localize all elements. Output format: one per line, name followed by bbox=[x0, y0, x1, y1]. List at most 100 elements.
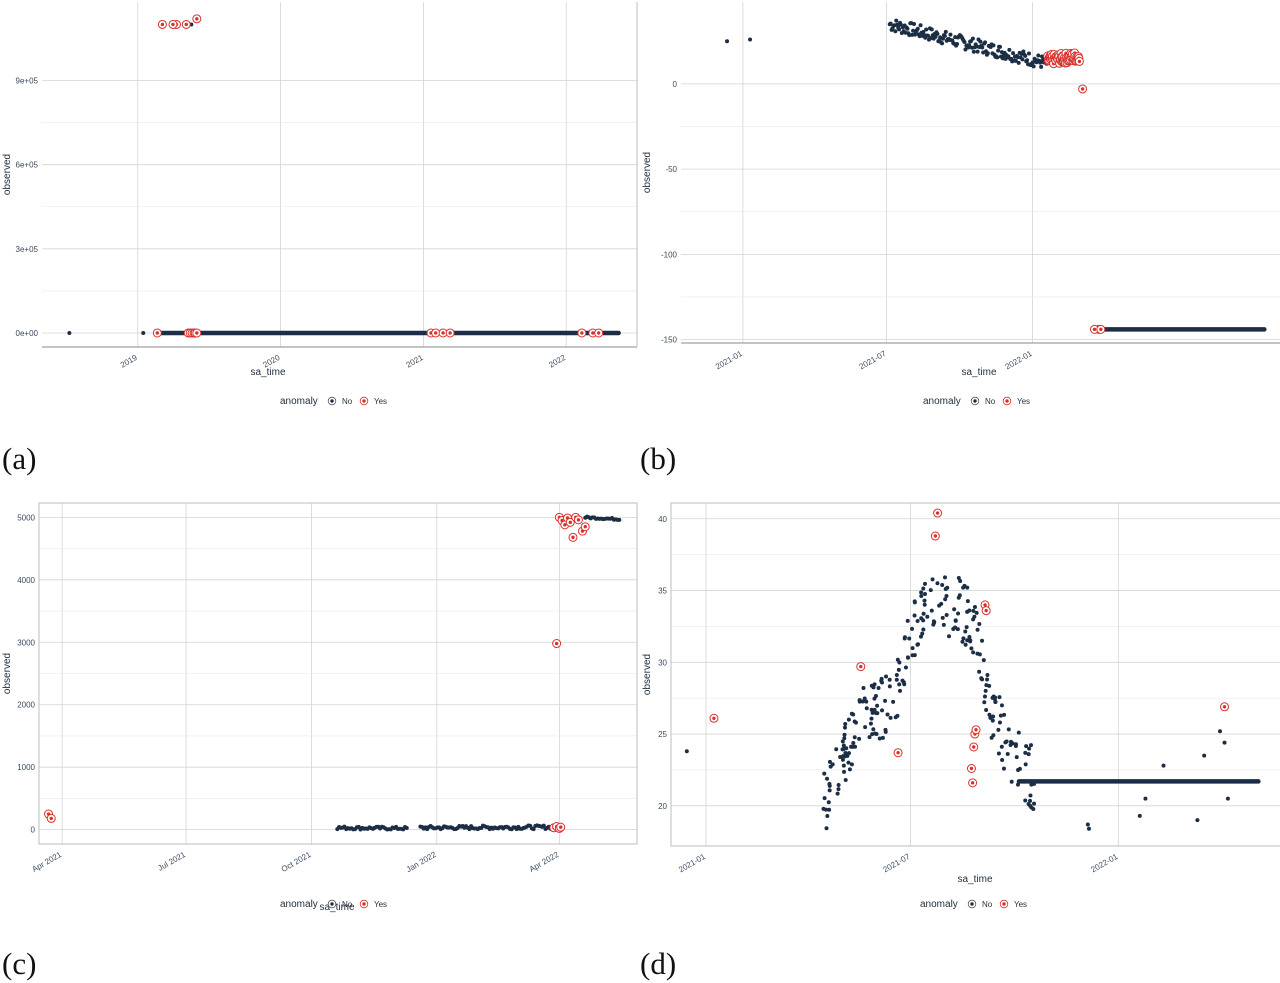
point-normal bbox=[991, 43, 996, 48]
legend-label: No bbox=[342, 900, 353, 909]
point-normal bbox=[883, 698, 888, 703]
legend-key-no-dot bbox=[970, 902, 974, 906]
point-normal bbox=[1039, 64, 1044, 69]
point-normal bbox=[1026, 752, 1031, 757]
x-axis-title: sa_time bbox=[961, 367, 996, 378]
point-normal bbox=[827, 781, 832, 786]
point-normal bbox=[1023, 762, 1028, 767]
point-normal bbox=[851, 740, 856, 745]
point-normal bbox=[971, 650, 976, 655]
point-normal bbox=[919, 590, 924, 595]
point-normal bbox=[972, 614, 977, 619]
point-normal bbox=[873, 694, 878, 699]
legend-label: Yes bbox=[1017, 397, 1030, 406]
point-normal bbox=[843, 722, 848, 727]
point-normal bbox=[1007, 47, 1012, 52]
point-normal bbox=[879, 676, 884, 681]
panel-label-b: (b) bbox=[640, 441, 677, 476]
x-tick-label: Apr 2021 bbox=[31, 850, 64, 874]
point-normal bbox=[974, 610, 979, 615]
point-normal bbox=[903, 665, 908, 670]
point-normal bbox=[942, 575, 947, 580]
point-normal bbox=[841, 754, 846, 759]
point-normal bbox=[836, 787, 841, 792]
point-normal bbox=[943, 597, 948, 602]
point-normal bbox=[905, 618, 910, 623]
x-tick-label: Jan 2022 bbox=[405, 850, 438, 875]
panel-d: 20 25 30 35 40 2021-01 2021-07 2022-01 sa_time ob… bbox=[640, 492, 1280, 932]
point-normal bbox=[825, 776, 830, 781]
point-anomaly-center bbox=[1092, 327, 1097, 332]
point-normal bbox=[1027, 746, 1032, 751]
point-anomaly-center bbox=[972, 745, 976, 749]
point-normal bbox=[1009, 779, 1014, 784]
point-normal bbox=[975, 49, 980, 54]
point-normal bbox=[1006, 727, 1011, 732]
y-tick-label: 3000 bbox=[17, 638, 35, 647]
y-tick-label: 6e+05 bbox=[16, 161, 39, 170]
point-normal bbox=[985, 677, 990, 682]
point-normal bbox=[998, 713, 1003, 718]
point-normal bbox=[868, 721, 873, 726]
point-normal bbox=[852, 719, 857, 724]
y-tick-label: 9e+05 bbox=[16, 77, 39, 86]
point-anomaly-center bbox=[1099, 327, 1103, 332]
point-normal bbox=[996, 48, 1001, 53]
point-normal bbox=[1013, 58, 1018, 63]
y-tick-label: 30 bbox=[658, 658, 667, 667]
legend-key-no-dot bbox=[330, 902, 334, 906]
panel-a: 0e+00 3e+05 6e+05 9e+05 2019 2020 2021 2022 sa_t… bbox=[0, 0, 640, 440]
point-normal bbox=[947, 634, 952, 639]
point-normal bbox=[977, 621, 982, 626]
point-anomaly-center bbox=[933, 534, 938, 538]
point-normal bbox=[617, 517, 622, 522]
point-normal bbox=[1005, 751, 1010, 756]
point-anomaly-center bbox=[571, 535, 575, 540]
point-anomaly-center bbox=[1077, 59, 1082, 64]
point-normal bbox=[943, 586, 948, 591]
point-normal bbox=[857, 736, 862, 741]
point-anomaly-center bbox=[596, 331, 601, 335]
point-normal bbox=[922, 602, 927, 607]
point-normal bbox=[843, 725, 848, 730]
point-normal bbox=[826, 800, 831, 805]
point-normal bbox=[929, 27, 934, 32]
grid-lines bbox=[42, 2, 637, 347]
grid-lines bbox=[681, 2, 1280, 343]
point-normal bbox=[989, 735, 994, 740]
point-normal bbox=[861, 685, 866, 690]
point-normal bbox=[888, 715, 893, 720]
point-anomaly-center bbox=[896, 751, 900, 755]
point-normal bbox=[943, 29, 948, 34]
point-normal bbox=[1000, 757, 1005, 762]
legend-title: anomaly bbox=[920, 899, 958, 910]
point-anomaly-center bbox=[448, 331, 452, 335]
point-normal bbox=[910, 626, 915, 631]
y-tick-label: 0 bbox=[673, 80, 678, 89]
point-normal bbox=[1025, 58, 1030, 63]
point-anomaly-center bbox=[195, 331, 199, 335]
point-normal bbox=[864, 706, 869, 711]
panel-label-d: (d) bbox=[640, 946, 677, 981]
point-normal bbox=[921, 618, 926, 623]
point-normal bbox=[1137, 813, 1142, 818]
point-anomaly-center bbox=[171, 22, 175, 27]
point-normal bbox=[902, 636, 907, 641]
point-normal bbox=[1008, 743, 1013, 748]
panel-b: 0 -50 -100 -150 2021-01 2021-07 2022-01 sa_time… bbox=[640, 0, 1280, 440]
point-normal bbox=[971, 608, 976, 613]
point-normal bbox=[1036, 53, 1041, 58]
y-tick-label: 35 bbox=[658, 587, 667, 596]
point-normal bbox=[935, 31, 940, 36]
legend-key-no-dot bbox=[973, 399, 977, 403]
point-anomaly-center bbox=[155, 331, 160, 335]
point-normal bbox=[884, 674, 889, 679]
point-normal bbox=[941, 622, 946, 627]
x-axis-title: sa_time bbox=[250, 367, 285, 378]
point-normal bbox=[895, 657, 900, 662]
point-normal bbox=[997, 695, 1002, 700]
point-normal bbox=[983, 40, 988, 45]
point-anomaly-center bbox=[935, 511, 940, 515]
point-anomaly-center bbox=[983, 603, 987, 607]
